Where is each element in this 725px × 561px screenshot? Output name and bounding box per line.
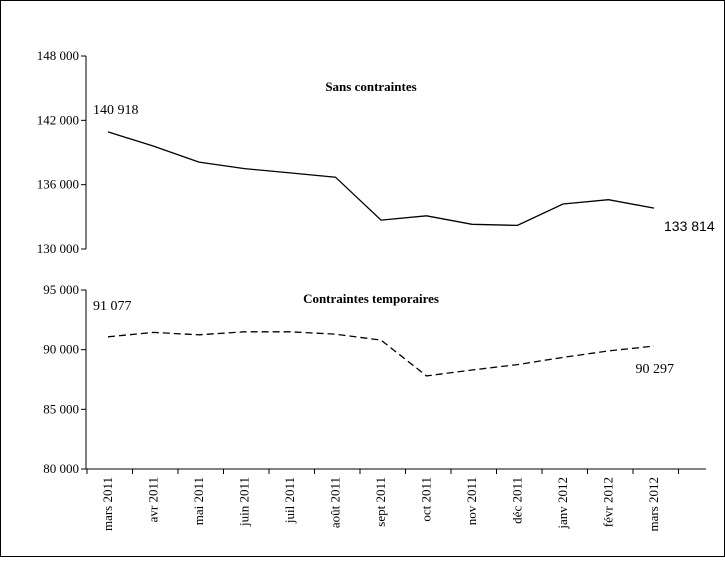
x-tick-label-4: juil 2011 (282, 477, 297, 524)
data-label-1-1: 90 297 (636, 362, 675, 377)
x-tick-label-1: avr 2011 (146, 477, 161, 522)
x-tick-label-5: août 2011 (328, 477, 343, 528)
x-tick-label-3: juin 2011 (237, 477, 252, 527)
y-tick-label-1-2: 90 000 (43, 342, 79, 357)
data-label-1-0: 91 077 (93, 299, 132, 314)
x-tick-label-0: mars 2011 (100, 477, 115, 531)
y-tick-label-1-3: 95 000 (43, 282, 79, 297)
x-tick-label-2: mai 2011 (191, 477, 206, 525)
series-line-0-0 (108, 132, 654, 226)
x-tick-label-6: sept 2011 (373, 477, 388, 527)
y-tick-label-0-1: 136 000 (37, 177, 79, 192)
x-tick-label-10: janv 2012 (555, 477, 570, 530)
top-panel-title: Sans contraintes (325, 79, 416, 94)
data-label-0-1: 133 814 (664, 218, 715, 234)
y-tick-label-0-2: 142 000 (37, 112, 79, 127)
y-tick-label-1-0: 80 000 (43, 461, 79, 476)
y-tick-label-0-3: 148 000 (37, 48, 79, 63)
x-tick-label-7: oct 2011 (419, 477, 434, 522)
x-tick-label-11: févr 2012 (601, 477, 616, 527)
series-line-1-0 (108, 332, 654, 376)
y-tick-label-1-1: 85 000 (43, 401, 79, 416)
x-tick-label-9: déc 2011 (510, 477, 525, 524)
y-tick-label-0-0: 130 000 (37, 241, 79, 256)
x-tick-label-12: mars 2012 (646, 477, 661, 532)
x-tick-label-8: nov 2011 (464, 477, 479, 525)
bottom-panel-title: Contraintes temporaires (303, 291, 439, 306)
data-label-0-0: 140 918 (93, 103, 139, 118)
